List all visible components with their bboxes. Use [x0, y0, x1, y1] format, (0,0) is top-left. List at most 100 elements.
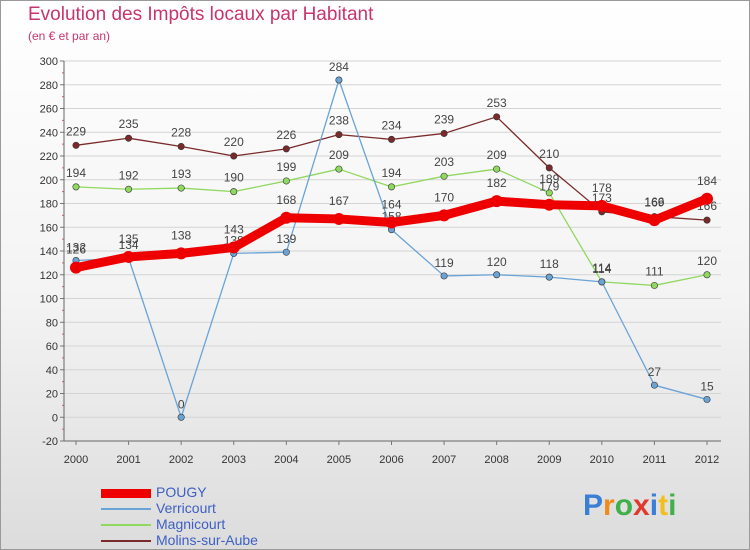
- data-label: 184: [697, 174, 717, 188]
- data-point: [493, 113, 501, 121]
- data-label: 170: [434, 190, 454, 204]
- data-point: [598, 278, 606, 286]
- y-tick-label: 280: [40, 80, 58, 92]
- data-point: [227, 241, 240, 254]
- y-tick-label: 0: [52, 412, 58, 424]
- data-label: 220: [224, 135, 244, 149]
- data-point: [440, 272, 448, 280]
- data-label: 179: [539, 180, 559, 194]
- data-point: [387, 135, 395, 143]
- data-point: [282, 248, 290, 256]
- data-point: [230, 152, 238, 160]
- y-tick-label: 60: [46, 341, 58, 353]
- x-tick-label: 2007: [432, 454, 456, 466]
- data-point: [332, 212, 345, 225]
- data-point: [335, 165, 343, 173]
- data-label: 190: [224, 171, 244, 185]
- data-point: [543, 198, 556, 211]
- x-tick-label: 2012: [695, 454, 719, 466]
- data-label: 253: [487, 96, 507, 110]
- y-tick-label: 260: [40, 104, 58, 116]
- data-point: [703, 271, 711, 279]
- legend-label: POUGY: [156, 484, 207, 500]
- data-label: 229: [66, 124, 86, 138]
- legend-item: Verricourt: [101, 500, 321, 517]
- data-label: 0: [178, 397, 185, 411]
- data-label: 209: [487, 148, 507, 162]
- data-point: [387, 183, 395, 191]
- data-label: 226: [276, 128, 296, 142]
- data-label: 284: [329, 60, 349, 74]
- data-point: [72, 141, 80, 149]
- data-point: [335, 131, 343, 139]
- y-tick-label: 180: [40, 199, 58, 211]
- data-point: [282, 177, 290, 185]
- data-point: [438, 209, 451, 222]
- data-label: 126: [66, 243, 86, 257]
- data-point: [282, 145, 290, 153]
- data-point: [493, 271, 501, 279]
- legend-label: Verricourt: [156, 500, 216, 516]
- data-point: [650, 381, 658, 389]
- x-tick-label: 2003: [222, 454, 246, 466]
- data-label: 239: [434, 112, 454, 126]
- data-point: [125, 134, 133, 142]
- legend-item: POUGY: [101, 484, 321, 501]
- legend-item: Molins-sur-Aube: [101, 532, 321, 549]
- data-point: [703, 395, 711, 403]
- data-point: [125, 185, 133, 193]
- data-label: 139: [276, 232, 296, 246]
- y-tick-label: 160: [40, 222, 58, 234]
- y-tick-label: 140: [40, 246, 58, 258]
- data-label: 120: [697, 254, 717, 268]
- y-tick-label: 300: [40, 56, 58, 68]
- data-label: 168: [276, 193, 296, 207]
- data-point: [177, 143, 185, 151]
- x-tick-label: 2010: [590, 454, 614, 466]
- data-point: [177, 413, 185, 421]
- legend-swatch: [101, 488, 151, 498]
- data-label: 182: [487, 176, 507, 190]
- data-point: [701, 192, 713, 205]
- data-point: [175, 247, 188, 260]
- data-label: 194: [66, 166, 86, 180]
- data-label: 203: [434, 155, 454, 169]
- x-tick-label: 2001: [116, 454, 140, 466]
- data-label: 234: [381, 118, 401, 132]
- data-point: [385, 216, 398, 229]
- data-label: 120: [487, 255, 507, 269]
- data-point: [703, 216, 711, 224]
- logo-letter: i: [649, 489, 659, 522]
- data-point: [72, 183, 80, 191]
- data-point: [440, 172, 448, 180]
- data-label: 189: [539, 172, 559, 186]
- data-label: 193: [171, 167, 191, 181]
- data-label: 228: [171, 126, 191, 140]
- y-tick-label: 220: [40, 151, 58, 163]
- logo-letter: x: [633, 489, 650, 522]
- data-label: 111: [645, 264, 664, 278]
- data-point: [280, 211, 293, 224]
- data-label: 143: [224, 222, 244, 236]
- data-label: 235: [119, 117, 139, 131]
- y-tick-label: 200: [40, 175, 58, 187]
- legend-swatch: [101, 508, 151, 510]
- data-label: 27: [648, 365, 662, 379]
- logo-letter: t: [658, 489, 669, 522]
- y-tick-label: 100: [40, 294, 58, 306]
- logo-letter: r: [603, 489, 615, 522]
- y-tick-label: 240: [40, 127, 58, 139]
- data-label: 199: [276, 160, 296, 174]
- y-tick-label: 80: [46, 317, 58, 329]
- chart-title: Evolution des Impôts locaux par Habitant: [28, 4, 374, 25]
- data-label: 138: [171, 228, 191, 242]
- x-tick-label: 2004: [274, 454, 298, 466]
- logo-letter: i: [668, 489, 677, 522]
- data-label: 164: [381, 198, 401, 212]
- legend-item: Magnicourt: [101, 516, 321, 533]
- data-point: [650, 281, 658, 289]
- legend-label: Magnicourt: [156, 516, 226, 532]
- y-tick-label: -20: [42, 436, 58, 448]
- chart-subtitle: (en € et par an): [28, 29, 111, 43]
